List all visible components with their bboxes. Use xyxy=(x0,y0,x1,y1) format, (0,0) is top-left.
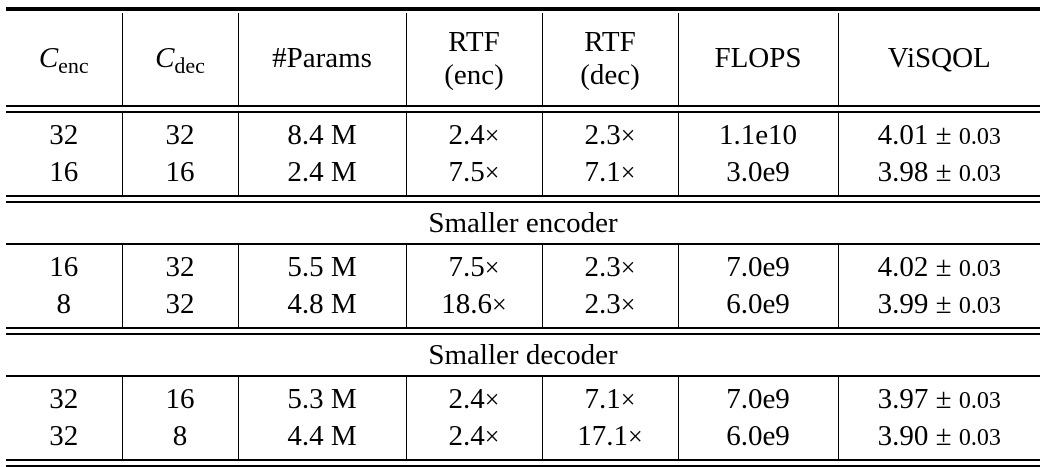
times-symbol: × xyxy=(484,121,500,150)
plus-minus-symbol: ± xyxy=(935,119,952,151)
header-row: Cenc Cdec #Params RTF (enc) RTF (dec) FLOP… xyxy=(6,13,1040,106)
header-params: #Params xyxy=(238,13,407,106)
times-symbol: × xyxy=(484,253,500,282)
cell-rtf-dec: 17.1× xyxy=(542,418,679,460)
cell-rtf-enc: 7.5× xyxy=(406,245,543,286)
cell-c-dec: 8 xyxy=(122,418,239,460)
header-flops: FLOPS xyxy=(678,13,839,106)
cell-rtf-dec: 2.3× xyxy=(542,112,679,154)
cell-rtf-enc: 7.5× xyxy=(406,154,543,196)
cell-c-enc: 8 xyxy=(6,286,123,328)
times-symbol: × xyxy=(484,422,500,451)
cell-flops: 3.0e9 xyxy=(678,154,839,196)
confidence-interval: 0.03 xyxy=(958,256,1001,282)
cell-params: 4.8 M xyxy=(238,286,407,328)
table-row: 32 32 8.4 M 2.4× 2.3× 1.1e10 4.01 ± 0.03 xyxy=(6,112,1040,154)
cell-flops: 6.0e9 xyxy=(678,418,839,460)
plus-minus-symbol: ± xyxy=(935,288,952,320)
times-symbol: × xyxy=(620,290,636,319)
plus-minus-symbol: ± xyxy=(935,251,952,283)
cell-rtf-enc: 2.4× xyxy=(406,377,543,418)
results-table: Cenc Cdec #Params RTF (enc) RTF (dec) FLOP… xyxy=(6,7,1040,467)
cell-c-enc: 32 xyxy=(6,112,123,154)
cell-c-dec: 16 xyxy=(122,154,239,196)
table-row: 8 32 4.8 M 18.6× 2.3× 6.0e9 3.99 ± 0.03 xyxy=(6,286,1040,328)
section-title-row: Smaller decoder xyxy=(6,334,1040,376)
cell-rtf-enc: 2.4× xyxy=(406,418,543,460)
plus-minus-symbol: ± xyxy=(935,383,952,415)
times-symbol: × xyxy=(484,158,500,187)
times-symbol: × xyxy=(492,290,507,319)
cell-rtf-dec: 2.3× xyxy=(542,286,679,328)
cell-c-enc: 16 xyxy=(6,245,123,286)
confidence-interval: 0.03 xyxy=(958,425,1001,451)
section-title-row: Smaller encoder xyxy=(6,202,1040,244)
cell-flops: 1.1e10 xyxy=(678,112,839,154)
confidence-interval: 0.03 xyxy=(958,293,1001,319)
times-symbol: × xyxy=(628,422,643,451)
table-row: 32 16 5.3 M 2.4× 7.1× 7.0e9 3.97 ± 0.03 xyxy=(6,377,1040,418)
cell-c-dec: 32 xyxy=(122,286,239,328)
cell-rtf-dec: 7.1× xyxy=(542,154,679,196)
cell-params: 5.5 M xyxy=(238,245,407,286)
cell-params: 5.3 M xyxy=(238,377,407,418)
header-rtf-dec: RTF (dec) xyxy=(542,13,679,106)
cell-visqol: 3.97 ± 0.03 xyxy=(877,383,1001,415)
cell-flops: 7.0e9 xyxy=(678,377,839,418)
header-visqol: ViSQOL xyxy=(887,42,991,75)
cell-visqol: 3.99 ± 0.03 xyxy=(877,288,1001,320)
header-c-enc: Cenc xyxy=(6,13,123,106)
header-c-dec: Cdec xyxy=(122,13,239,106)
header-rtf-enc: RTF (enc) xyxy=(406,13,543,106)
plus-minus-symbol: ± xyxy=(935,420,952,452)
times-symbol: × xyxy=(620,121,636,150)
double-rule xyxy=(6,327,1040,335)
cell-params: 4.4 M xyxy=(238,418,407,460)
table-row: 16 32 5.5 M 7.5× 2.3× 7.0e9 4.02 ± 0.03 xyxy=(6,245,1040,286)
cell-c-enc: 32 xyxy=(6,377,123,418)
table-row: 16 16 2.4 M 7.5× 7.1× 3.0e9 3.98 ± 0.03 xyxy=(6,154,1040,196)
cell-params: 2.4 M xyxy=(238,154,407,196)
cell-c-dec: 16 xyxy=(122,377,239,418)
cell-rtf-enc: 2.4× xyxy=(406,112,543,154)
confidence-interval: 0.03 xyxy=(958,124,1001,150)
section-title: Smaller decoder xyxy=(428,338,618,371)
times-symbol: × xyxy=(620,385,636,414)
confidence-interval: 0.03 xyxy=(958,388,1001,414)
top-rule xyxy=(6,7,1040,10)
section-title: Smaller encoder xyxy=(428,206,618,239)
times-symbol: × xyxy=(620,253,636,282)
cell-rtf-enc: 18.6× xyxy=(406,286,543,328)
plus-minus-symbol: ± xyxy=(935,156,952,188)
top-rule-2 xyxy=(6,9,1040,13)
cell-params: 8.4 M xyxy=(238,112,407,154)
cell-visqol: 4.01 ± 0.03 xyxy=(877,119,1001,151)
table-row: 32 8 4.4 M 2.4× 17.1× 6.0e9 3.90 ± 0.03 xyxy=(6,418,1040,460)
times-symbol: × xyxy=(484,385,500,414)
times-symbol: × xyxy=(620,158,636,187)
results-table-container: Cenc Cdec #Params RTF (enc) RTF (dec) FLOP… xyxy=(6,7,1040,467)
cell-visqol: 4.02 ± 0.03 xyxy=(877,251,1001,283)
cell-c-dec: 32 xyxy=(122,112,239,154)
cell-rtf-dec: 7.1× xyxy=(542,377,679,418)
confidence-interval: 0.03 xyxy=(958,161,1001,187)
cell-flops: 7.0e9 xyxy=(678,245,839,286)
cell-c-dec: 32 xyxy=(122,245,239,286)
cell-rtf-dec: 2.3× xyxy=(542,245,679,286)
bottom-double-rule xyxy=(6,459,1040,467)
cell-c-enc: 16 xyxy=(6,154,123,196)
cell-visqol: 3.98 ± 0.03 xyxy=(877,156,1001,188)
double-rule xyxy=(6,195,1040,203)
double-rule xyxy=(6,105,1040,113)
cell-visqol: 3.90 ± 0.03 xyxy=(877,420,1001,452)
cell-flops: 6.0e9 xyxy=(678,286,839,328)
cell-c-enc: 32 xyxy=(6,418,123,460)
